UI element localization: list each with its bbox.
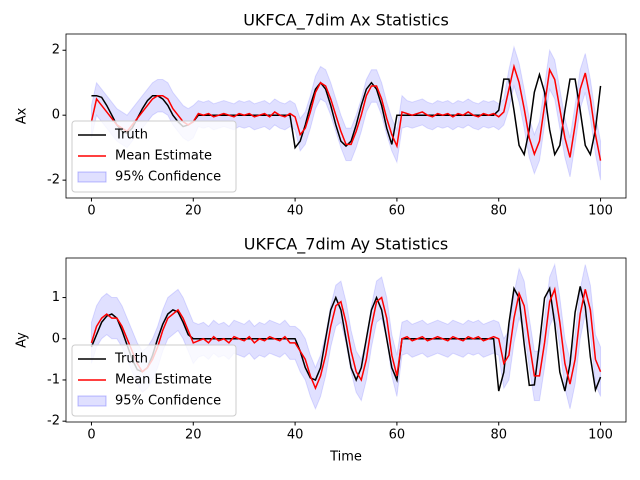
chart-title: UKFCA_7dim Ax Statistics (243, 11, 449, 31)
legend: Truth Mean Estimate 95% Confidence (71, 120, 237, 193)
legend-label: Mean Estimate (115, 149, 212, 164)
x-tick-label: 60 (389, 428, 406, 443)
legend-box (71, 344, 237, 417)
x-tick-label: 20 (185, 204, 202, 219)
x-tick-label: 40 (287, 204, 304, 219)
x-tick-label: 100 (588, 428, 613, 443)
x-tick-label: 40 (287, 428, 304, 443)
series-line (91, 71, 602, 157)
legend-label: Truth (114, 128, 148, 143)
legend-label: 95% Confidence (115, 170, 221, 185)
series-line (90, 63, 602, 161)
y-axis-label: Ax (15, 107, 30, 124)
x-tick-label: 20 (185, 428, 202, 443)
y-tick-label: 0 (52, 331, 60, 346)
x-tick-label: 100 (588, 204, 613, 219)
legend-swatch (77, 171, 107, 183)
legend-label: Mean Estimate (115, 373, 212, 388)
legend: Truth Mean Estimate 95% Confidence (71, 344, 237, 417)
x-tick-label: 80 (490, 428, 507, 443)
legend-label: 95% Confidence (115, 394, 221, 409)
y-tick-label: -2 (47, 414, 60, 429)
plot: 0 20 40 60 80 100 -2 0 2 UKFCA_7dim Ax Statistics… (15, 11, 627, 219)
y-tick-label: -1 (47, 372, 60, 387)
axes-frame (65, 33, 627, 199)
x-tick-label: 80 (490, 204, 507, 219)
chart-title: UKFCA_7dim Ay Statistics (244, 235, 449, 255)
x-tick-label: 0 (87, 428, 95, 443)
axes-frame (65, 257, 627, 423)
x-tick-label: 60 (389, 204, 406, 219)
x-axis-label: Time (329, 450, 362, 465)
y-tick-label: 2 (52, 43, 60, 58)
legend-label: Truth (114, 352, 148, 367)
legend-box (71, 120, 237, 193)
plot: 0 20 40 60 80 100 -2 -1 0 1 UKFCA_7dim Ay Statisti… (15, 235, 627, 465)
y-tick-label: -2 (47, 173, 60, 188)
confidence-band (90, 45, 602, 181)
y-tick-label: 1 (52, 290, 60, 305)
x-tick-label: 0 (87, 204, 95, 219)
series-line (90, 286, 602, 391)
y-tick-label: 0 (52, 108, 60, 123)
y-axis-label: Ay (15, 332, 30, 348)
legend-swatch (77, 395, 107, 407)
